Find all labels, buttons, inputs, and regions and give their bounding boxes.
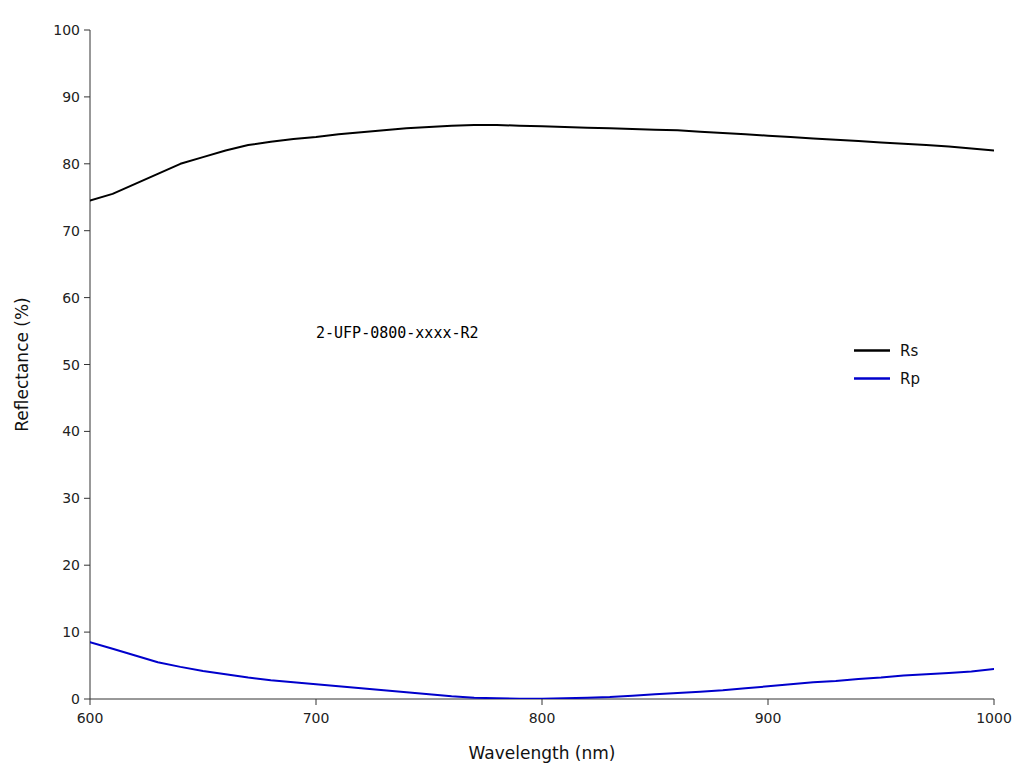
plot-area [90, 125, 994, 699]
y-tick [84, 498, 90, 499]
x-axis-label: Wavelength (nm) [469, 743, 616, 763]
y-tick [84, 163, 90, 164]
y-tick-label: 100 [53, 22, 80, 38]
y-tick-label: 60 [62, 290, 80, 306]
x-tick-label: 600 [77, 710, 104, 726]
y-tick [84, 30, 90, 31]
y-tick [84, 230, 90, 231]
x-tick-label: 800 [529, 710, 556, 726]
legend: Rs Rp [854, 342, 920, 388]
x-tick-label: 1000 [976, 710, 1012, 726]
y-tick-label: 20 [62, 557, 80, 573]
y-tick-label: 90 [62, 89, 80, 105]
chart: 600 700 800 900 1000 0 10 20 30 40 50 60 70 80 90 100 Wa… [0, 0, 1024, 784]
series-line [90, 642, 994, 699]
x-tick-label: 700 [303, 710, 330, 726]
x-tick [316, 699, 317, 705]
y-tick-label: 50 [62, 357, 80, 373]
y-tick-label: 30 [62, 490, 80, 506]
y-tick [84, 632, 90, 633]
y-tick [84, 565, 90, 566]
legend-label: Rp [900, 370, 920, 388]
x-tick [90, 699, 91, 705]
y-tick-label: 80 [62, 156, 80, 172]
legend-swatch [854, 377, 890, 380]
x-tick [542, 699, 543, 705]
legend-swatch [854, 349, 890, 352]
y-axis-label: Reflectance (%) [12, 297, 32, 432]
y-tick-label: 10 [62, 624, 80, 640]
y-tick [84, 699, 90, 700]
legend-label: Rs [900, 342, 918, 360]
x-tick-label: 900 [755, 710, 782, 726]
background [0, 0, 1024, 784]
y-tick [84, 297, 90, 298]
axes: 600 700 800 900 1000 0 10 20 30 40 50 60 70 80 90 100 [53, 22, 1012, 726]
y-tick [84, 96, 90, 97]
y-tick-label: 0 [71, 691, 80, 707]
y-tick-label: 70 [62, 223, 80, 239]
y-tick [84, 431, 90, 432]
x-tick [768, 699, 769, 705]
y-tick [84, 364, 90, 365]
x-tick [994, 699, 995, 705]
series-line [90, 125, 994, 201]
annotation: 2-UFP-0800-xxxx-R2 [316, 324, 479, 342]
y-tick-label: 40 [62, 423, 80, 439]
